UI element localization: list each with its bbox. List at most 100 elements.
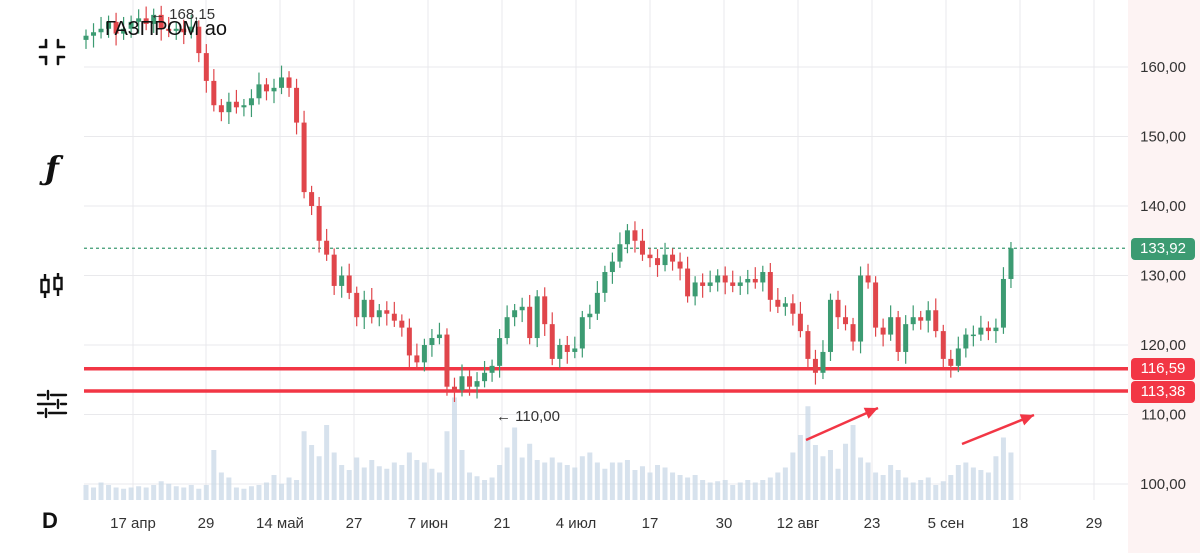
volume-bar	[376, 466, 382, 500]
volume-bar	[128, 487, 134, 500]
candle	[579, 310, 585, 358]
volume-bar	[451, 397, 457, 500]
volume-bar	[203, 485, 209, 500]
candle-body	[745, 278, 751, 283]
fullscreen-icon[interactable]	[30, 30, 74, 74]
candle	[677, 252, 683, 281]
volume-bar	[286, 477, 292, 500]
candle	[354, 286, 360, 327]
candle	[1008, 242, 1014, 289]
volume-bar	[579, 456, 585, 500]
candle-body	[421, 345, 427, 363]
volume-bar	[895, 470, 901, 500]
candle	[248, 89, 254, 118]
candle	[203, 44, 209, 93]
candle	[970, 325, 976, 347]
candle	[121, 16, 127, 40]
candle-body	[579, 317, 585, 349]
y-tick-label: 120,00	[1140, 337, 1186, 354]
candle-body	[692, 282, 698, 297]
candle-body	[294, 87, 300, 123]
x-tick-label: 7 июн	[408, 515, 448, 532]
candle	[948, 349, 954, 378]
candle-body	[173, 28, 179, 31]
candle	[730, 270, 736, 293]
candle-body	[662, 254, 668, 266]
volume-bar	[903, 477, 909, 500]
volume-bar	[474, 476, 480, 500]
candle-body	[970, 334, 976, 337]
candle-body	[767, 272, 773, 300]
candle-body	[196, 26, 202, 54]
candle	[271, 78, 277, 104]
candle	[805, 324, 811, 368]
x-tick-label: 23	[864, 515, 881, 532]
candle	[218, 98, 224, 122]
candle-body	[106, 21, 112, 29]
candle-body	[609, 261, 615, 273]
indicators-icon[interactable]: ƒ	[45, 149, 59, 187]
volume-bar	[489, 477, 495, 500]
candle-body	[166, 28, 172, 31]
candle	[459, 364, 465, 397]
candle-body	[955, 348, 961, 366]
candle	[865, 263, 871, 289]
candle	[263, 78, 269, 101]
candle-body	[406, 327, 412, 356]
candle	[587, 304, 593, 330]
candle	[294, 78, 300, 135]
candle-body	[587, 313, 593, 318]
candle-body	[805, 331, 811, 359]
candle	[880, 318, 886, 347]
volume-bar	[436, 472, 442, 500]
candle	[406, 318, 412, 368]
volume-bar	[624, 460, 630, 500]
candle-body	[925, 310, 931, 321]
candle	[624, 224, 630, 254]
volume-bar	[752, 482, 758, 500]
candle-body	[331, 254, 337, 286]
volume-bar	[963, 462, 969, 500]
candle	[113, 12, 119, 46]
volume-bar	[534, 460, 540, 500]
candle-body	[737, 282, 743, 286]
candle-body	[948, 358, 954, 366]
candle	[316, 196, 322, 253]
candle	[662, 242, 668, 272]
candle-body	[451, 386, 457, 391]
volume-bar	[136, 486, 142, 500]
candle	[309, 185, 315, 216]
candle	[692, 276, 698, 306]
volume-bar	[158, 481, 164, 500]
candle	[858, 266, 864, 354]
candle-body	[263, 84, 269, 92]
volume-bar	[233, 487, 239, 500]
candle	[519, 297, 525, 323]
candle-body	[474, 381, 480, 387]
candle-body	[91, 32, 97, 36]
candles-icon[interactable]	[30, 264, 74, 308]
y-tick-label: 140,00	[1140, 198, 1186, 215]
candle-body	[880, 327, 886, 335]
candle	[399, 314, 405, 337]
candle-body	[324, 240, 330, 255]
volume-bar	[782, 467, 788, 500]
volume-bar	[685, 477, 691, 500]
candle-body	[256, 84, 262, 99]
candle	[722, 266, 728, 295]
candle	[361, 290, 367, 330]
settings-sliders-icon[interactable]	[30, 382, 74, 426]
volume-bar	[662, 467, 668, 500]
volume-bar	[918, 480, 924, 500]
candle-body	[271, 87, 277, 92]
period-button[interactable]: D	[42, 508, 58, 533]
grid	[84, 0, 1128, 500]
annotations: ← 168,15 ← 110,00	[150, 6, 1035, 446]
candle	[790, 294, 796, 326]
candle	[903, 315, 909, 364]
candle	[489, 359, 495, 382]
volume-bar	[955, 465, 961, 500]
candle	[850, 317, 856, 351]
candle	[256, 72, 262, 105]
